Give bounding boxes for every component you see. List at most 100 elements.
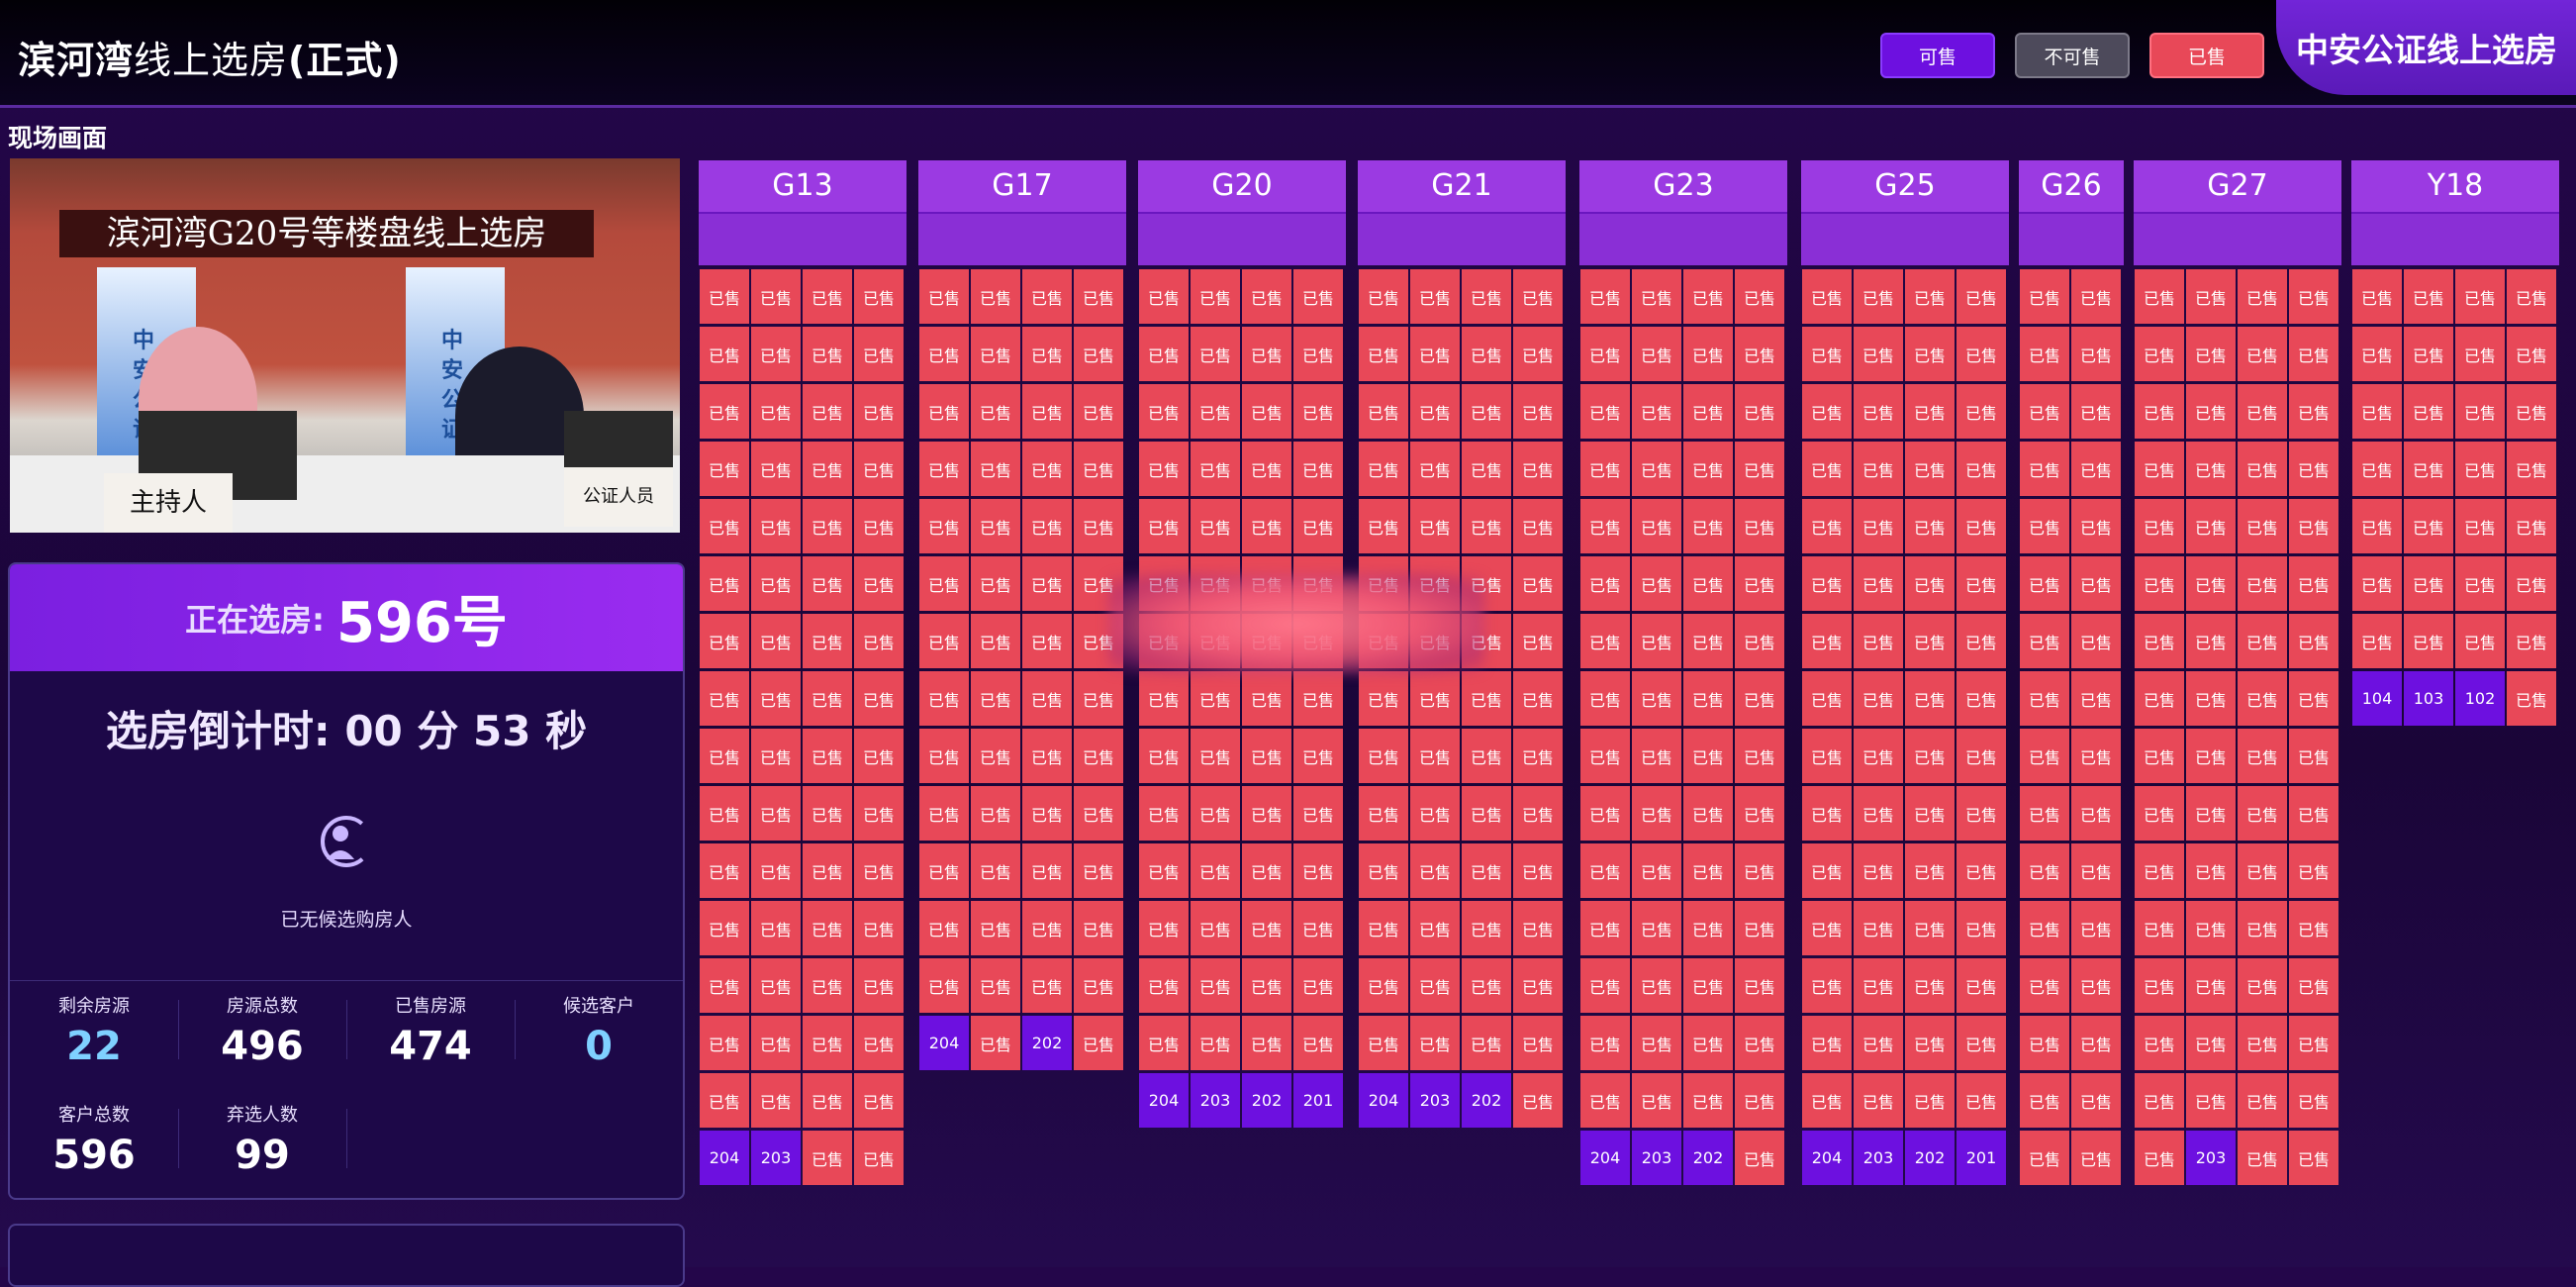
unit-cell-sold[interactable]: 已售: [1191, 442, 1240, 496]
unit-cell-sold[interactable]: 已售: [2020, 499, 2069, 553]
unit-cell-sold[interactable]: 已售: [700, 442, 749, 496]
unit-cell-sold[interactable]: 已售: [1462, 327, 1511, 381]
unit-cell-sold[interactable]: 已售: [1293, 442, 1343, 496]
unit-cell-sold[interactable]: 已售: [971, 729, 1020, 783]
unit-cell-sold[interactable]: 已售: [1022, 843, 1072, 898]
unit-cell-sold[interactable]: 已售: [2071, 327, 2121, 381]
unit-cell-sold[interactable]: 已售: [2455, 614, 2505, 668]
unit-cell-sold[interactable]: 已售: [1956, 958, 2006, 1013]
unit-cell-sold[interactable]: 已售: [1191, 786, 1240, 841]
unit-cell-sold[interactable]: 已售: [1905, 442, 1955, 496]
unit-cell-sold[interactable]: 已售: [1854, 614, 1903, 668]
unit-cell-sold[interactable]: 已售: [803, 327, 852, 381]
unit-cell-sold[interactable]: 已售: [1632, 729, 1681, 783]
unit-cell-sold[interactable]: 已售: [1854, 786, 1903, 841]
unit-cell-sold[interactable]: 已售: [1735, 958, 1784, 1013]
unit-cell-sold[interactable]: 已售: [919, 958, 969, 1013]
unit-cell-sold[interactable]: 已售: [2352, 442, 2402, 496]
unit-cell-sold[interactable]: 已售: [919, 671, 969, 726]
unit-cell-sold[interactable]: 已售: [1854, 1016, 1903, 1070]
unit-cell-sold[interactable]: 已售: [2071, 384, 2121, 439]
unit-cell-sold[interactable]: 已售: [1293, 327, 1343, 381]
unit-cell-sold[interactable]: 已售: [2186, 442, 2236, 496]
unit-cell-sold[interactable]: 已售: [854, 442, 904, 496]
unit-cell-sold[interactable]: 已售: [1632, 269, 1681, 324]
unit-cell-sold[interactable]: 已售: [2238, 327, 2287, 381]
unit-cell-sold[interactable]: 已售: [1632, 786, 1681, 841]
unit-cell-sold[interactable]: 已售: [1683, 901, 1733, 955]
unit-cell-sold[interactable]: 已售: [1956, 384, 2006, 439]
unit-cell-sold[interactable]: 已售: [1513, 843, 1563, 898]
unit-cell-sold[interactable]: 已售: [2135, 442, 2184, 496]
unit-cell-sold[interactable]: 已售: [1513, 671, 1563, 726]
unit-cell-sold[interactable]: 已售: [1359, 442, 1408, 496]
unit-cell-available[interactable]: 202: [1022, 1016, 1072, 1070]
unit-cell-sold[interactable]: 已售: [2238, 556, 2287, 611]
unit-cell-sold[interactable]: 已售: [1191, 958, 1240, 1013]
unit-cell-sold[interactable]: 已售: [1854, 269, 1903, 324]
unit-cell-sold[interactable]: 已售: [1462, 729, 1511, 783]
unit-cell-sold[interactable]: 已售: [1632, 843, 1681, 898]
unit-cell-sold[interactable]: 已售: [1022, 901, 1072, 955]
unit-cell-sold[interactable]: 已售: [2455, 442, 2505, 496]
unit-cell-sold[interactable]: 已售: [1191, 901, 1240, 955]
unit-cell-sold[interactable]: 已售: [1022, 442, 1072, 496]
unit-cell-sold[interactable]: 已售: [2238, 269, 2287, 324]
unit-cell-sold[interactable]: 已售: [1735, 442, 1784, 496]
unit-cell-sold[interactable]: 已售: [1802, 671, 1852, 726]
unit-cell-sold[interactable]: 已售: [1683, 327, 1733, 381]
unit-cell-sold[interactable]: 已售: [1242, 269, 1291, 324]
unit-cell-sold[interactable]: 已售: [1802, 958, 1852, 1013]
unit-cell-sold[interactable]: 已售: [1139, 269, 1189, 324]
unit-cell-sold[interactable]: 已售: [1022, 729, 1072, 783]
unit-cell-sold[interactable]: 已售: [1242, 384, 1291, 439]
unit-cell-sold[interactable]: 已售: [1683, 786, 1733, 841]
unit-cell-sold[interactable]: 已售: [1802, 327, 1852, 381]
unit-cell-sold[interactable]: 已售: [2020, 556, 2069, 611]
unit-cell-sold[interactable]: 已售: [1242, 327, 1291, 381]
unit-cell-sold[interactable]: 已售: [1410, 958, 1460, 1013]
unit-cell-sold[interactable]: 已售: [1074, 499, 1123, 553]
unit-cell-sold[interactable]: 已售: [919, 556, 969, 611]
unit-cell-sold[interactable]: 已售: [803, 556, 852, 611]
unit-cell-sold[interactable]: 已售: [1683, 269, 1733, 324]
unit-cell-sold[interactable]: 已售: [1802, 729, 1852, 783]
unit-cell-sold[interactable]: 已售: [854, 499, 904, 553]
unit-cell-sold[interactable]: 已售: [751, 442, 801, 496]
unit-cell-sold[interactable]: 已售: [1683, 729, 1733, 783]
unit-cell-sold[interactable]: 已售: [2020, 1131, 2069, 1185]
unit-cell-sold[interactable]: 已售: [1022, 958, 1072, 1013]
unit-cell-sold[interactable]: 已售: [2455, 556, 2505, 611]
unit-cell-sold[interactable]: 已售: [1632, 442, 1681, 496]
unit-cell-sold[interactable]: 已售: [1683, 499, 1733, 553]
unit-cell-sold[interactable]: 已售: [1956, 671, 2006, 726]
unit-cell-sold[interactable]: 已售: [1022, 499, 1072, 553]
unit-cell-sold[interactable]: 已售: [1802, 269, 1852, 324]
unit-cell-sold[interactable]: 已售: [1462, 786, 1511, 841]
unit-cell-sold[interactable]: 已售: [1632, 327, 1681, 381]
unit-cell-sold[interactable]: 已售: [2020, 384, 2069, 439]
unit-cell-sold[interactable]: 已售: [1905, 843, 1955, 898]
unit-cell-sold[interactable]: 已售: [2020, 1016, 2069, 1070]
unit-cell-sold[interactable]: 已售: [2507, 442, 2556, 496]
unit-cell-sold[interactable]: 已售: [1905, 269, 1955, 324]
unit-cell-sold[interactable]: 已售: [1580, 786, 1630, 841]
unit-cell-sold[interactable]: 已售: [1905, 499, 1955, 553]
unit-cell-sold[interactable]: 已售: [854, 1131, 904, 1185]
unit-cell-sold[interactable]: 已售: [971, 556, 1020, 611]
unit-cell-sold[interactable]: 已售: [1191, 729, 1240, 783]
unit-cell-sold[interactable]: 已售: [1293, 1016, 1343, 1070]
unit-cell-sold[interactable]: 已售: [919, 442, 969, 496]
unit-cell-sold[interactable]: 已售: [1513, 786, 1563, 841]
unit-cell-sold[interactable]: 已售: [1074, 1016, 1123, 1070]
unit-cell-sold[interactable]: 已售: [2135, 786, 2184, 841]
unit-cell-sold[interactable]: 已售: [1905, 1073, 1955, 1128]
unit-cell-sold[interactable]: 已售: [1956, 442, 2006, 496]
unit-cell-sold[interactable]: 已售: [1735, 556, 1784, 611]
unit-cell-sold[interactable]: 已售: [1854, 671, 1903, 726]
unit-cell-sold[interactable]: 已售: [803, 1073, 852, 1128]
unit-cell-sold[interactable]: 已售: [971, 843, 1020, 898]
unit-cell-sold[interactable]: 已售: [1632, 901, 1681, 955]
unit-cell-sold[interactable]: 已售: [2404, 556, 2453, 611]
unit-cell-sold[interactable]: 已售: [700, 327, 749, 381]
